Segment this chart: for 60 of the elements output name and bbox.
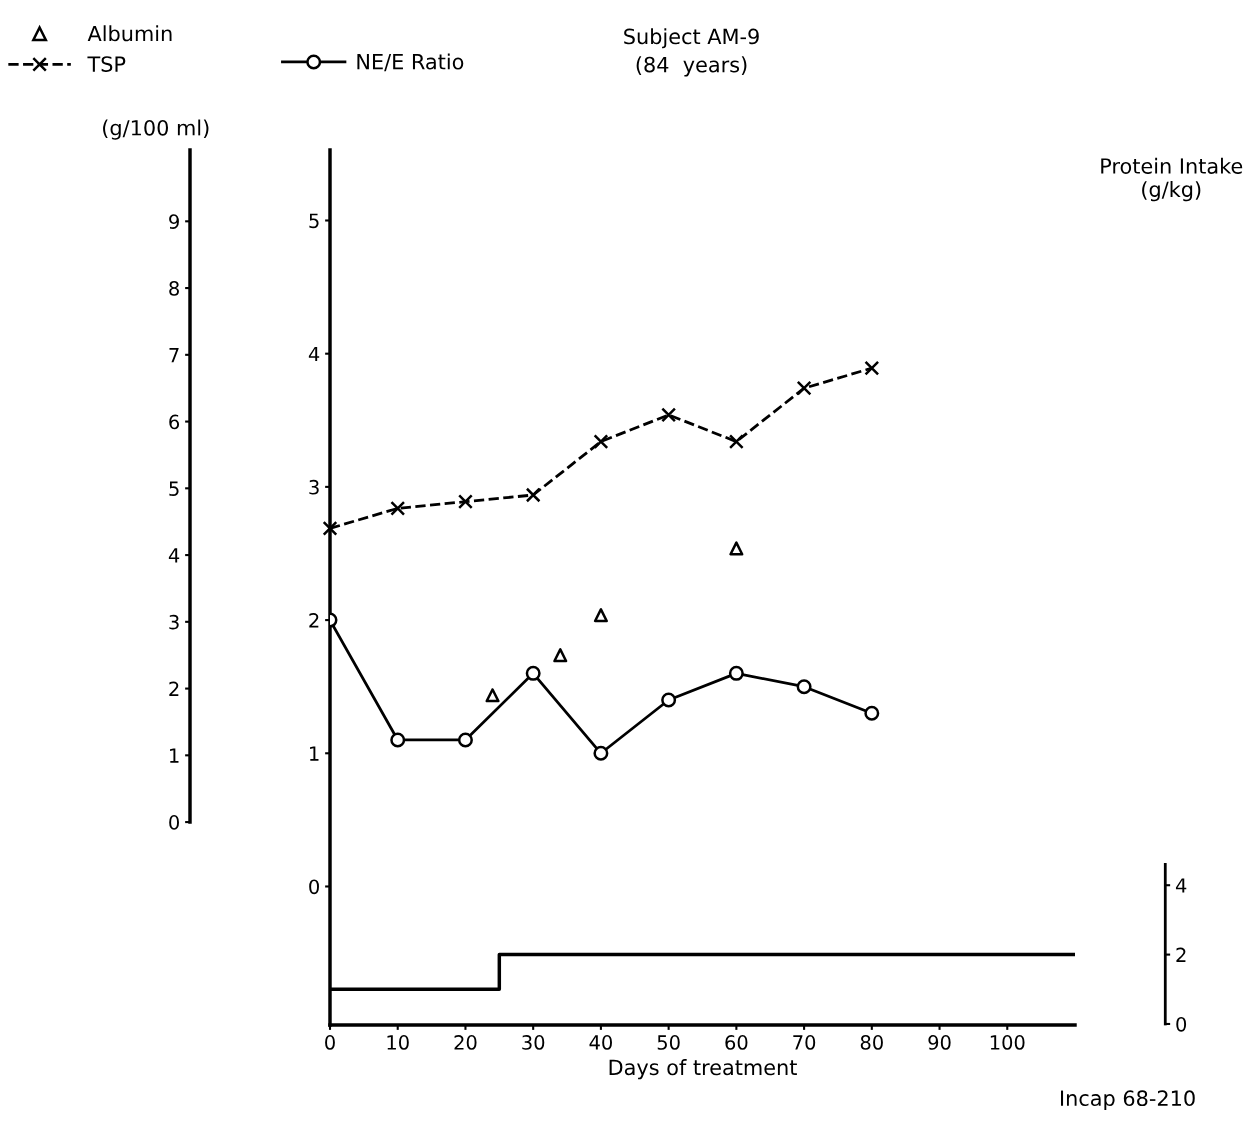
point: [457, 732, 473, 748]
point: [525, 487, 541, 503]
y-tick-label: 2: [1176, 947, 1186, 962]
x-axis-title: Days of treatment: [609, 1059, 797, 1080]
x-tick-label: 90: [928, 1035, 951, 1050]
point: [322, 520, 338, 536]
y-tick-label: 0: [1176, 1016, 1187, 1032]
y3-tick-label: 6: [169, 414, 180, 430]
point: [553, 648, 568, 663]
point: [661, 692, 677, 708]
point: [593, 608, 608, 623]
x-tick-label: 50: [657, 1035, 680, 1050]
x-tick-label: 100: [990, 1035, 1025, 1050]
x-tick-label: 30: [522, 1035, 545, 1050]
point: [390, 500, 406, 516]
x-tick-label: 0: [325, 1035, 335, 1050]
y3-tick-label: 0: [169, 815, 179, 830]
point: [796, 679, 812, 695]
point: [390, 732, 406, 748]
point: [864, 360, 880, 376]
y2-tick-label: 1: [310, 746, 319, 761]
legend-label: NE/E Ratio: [357, 53, 464, 72]
x-tick-label: 70: [793, 1035, 816, 1050]
x-tick-label: 60: [725, 1035, 748, 1050]
point: [728, 434, 744, 450]
point: [661, 407, 677, 423]
y2-tick-label: 0: [309, 879, 319, 895]
text: Incap 68-210: [1060, 1090, 1195, 1111]
point: [593, 434, 609, 450]
point: [485, 688, 500, 703]
y3-tick-label: 2: [169, 681, 179, 696]
y3-tick-label: 7: [169, 348, 179, 363]
y3-tick-label: 5: [169, 481, 179, 496]
chart-subtitle: (84 years): [636, 56, 747, 77]
point: [525, 665, 541, 681]
point: [864, 705, 880, 721]
legend-label: Albumin: [87, 25, 172, 42]
y3-tick-label: 1: [170, 748, 179, 763]
y2-tick-label: 4: [308, 346, 320, 362]
y3-tick-label: 8: [169, 281, 179, 296]
y3-tick-label: 9: [169, 214, 179, 229]
y3-tick-label: 3: [169, 614, 179, 630]
y2-tick-label: 5: [309, 213, 319, 229]
y-tick-label: 4: [1175, 878, 1187, 893]
y3-axis-title: (g/100 ml): [103, 119, 209, 140]
y-axis-title: Protein Intake (g/kg): [1101, 157, 1243, 202]
y3-tick-label: 4: [168, 548, 180, 563]
x-tick-label: 20: [454, 1035, 477, 1050]
point: [593, 745, 609, 761]
point: [728, 665, 744, 681]
point: [796, 380, 812, 396]
chart-title: Subject AM-9: [624, 28, 759, 49]
x-tick-label: 40: [589, 1035, 612, 1050]
x-tick-label: 80: [860, 1035, 883, 1050]
y2-tick-label: 2: [309, 613, 319, 628]
legend-label: TSP: [87, 56, 126, 72]
point: [729, 541, 744, 556]
x-tick-label: 10: [387, 1035, 409, 1050]
point: [457, 494, 473, 510]
y2-tick-label: 3: [309, 479, 319, 495]
